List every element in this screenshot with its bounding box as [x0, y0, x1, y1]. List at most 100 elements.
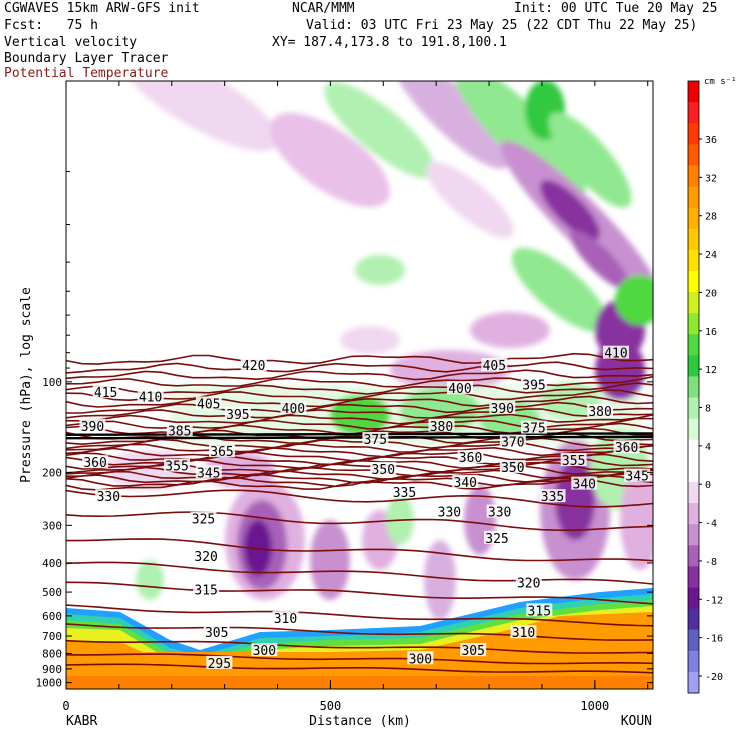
- w-lobe: [540, 180, 600, 240]
- w-lobe: [324, 81, 436, 179]
- w-lobe: [548, 112, 632, 208]
- colorbar-swatch: [688, 123, 699, 145]
- y-tick-label: 700: [42, 630, 62, 643]
- vertical-velocity-field: [105, 81, 653, 620]
- theta-label-bg: [224, 407, 251, 421]
- theta-label: 335: [541, 490, 564, 505]
- theta-label: 390: [81, 420, 104, 435]
- theta-label-bg: [521, 420, 548, 434]
- theta-label-bg: [489, 400, 516, 414]
- theta-label: 350: [501, 461, 524, 476]
- theta-contour: [66, 401, 653, 414]
- w-lobe: [470, 312, 550, 348]
- colorbar-swatch: [688, 144, 699, 166]
- theta-label: 330: [488, 506, 511, 521]
- theta-label-bg: [190, 511, 217, 525]
- w-lobe: [391, 81, 509, 169]
- theta-contour: [66, 511, 653, 531]
- theta-label: 420: [242, 359, 265, 374]
- colorbar-label: 16: [705, 327, 717, 338]
- w-lobe: [426, 162, 514, 238]
- y-tick-label: 200: [42, 466, 62, 479]
- theta-label: 330: [97, 490, 120, 505]
- y-tick-label: 1000: [36, 677, 63, 690]
- theta-contour: [66, 653, 653, 665]
- theta-label: 395: [226, 408, 249, 423]
- w-lobe: [340, 326, 400, 354]
- theta-label: 340: [454, 476, 477, 491]
- theta-label: 405: [483, 359, 506, 374]
- theta-label-bg: [164, 458, 191, 472]
- theta-label-bg: [407, 651, 434, 665]
- x-axis: 0 500 1000: [62, 81, 649, 713]
- theta-label-bg: [499, 460, 526, 474]
- colorbar-swatch: [688, 439, 699, 462]
- w-lobe: [120, 81, 280, 152]
- w-lobe: [136, 560, 164, 600]
- theta-label: 340: [573, 478, 596, 493]
- w-lobe: [620, 470, 653, 570]
- colorbar-swatch: [688, 102, 699, 124]
- theta-label-bg: [195, 465, 222, 479]
- theta-label-bg: [526, 603, 553, 617]
- theta-label: 410: [604, 347, 627, 362]
- theta-label: 400: [282, 402, 305, 417]
- colorbar-label: -8: [705, 557, 717, 568]
- theta-label: 300: [253, 644, 276, 659]
- colorbar-swatch: [688, 629, 699, 652]
- colorbar-label: 28: [705, 212, 717, 223]
- theta-label: 320: [517, 577, 540, 592]
- y-tick-label: 100: [42, 376, 62, 389]
- theta-label-bg: [391, 484, 418, 498]
- theta-label: 410: [139, 391, 162, 406]
- theta-contour: [66, 437, 653, 450]
- theta-contour: [66, 382, 653, 395]
- theta-label: 355: [562, 454, 585, 469]
- colorbar-swatch: [688, 81, 699, 103]
- w-lobe: [270, 112, 390, 208]
- colorbar-swatch: [688, 313, 699, 335]
- theta-contour: [66, 369, 653, 381]
- potential-temperature-labels: 420 415 410 405 400 405 400 395 395 390 390 410 385 3…: [79, 345, 651, 672]
- theta-label-bg: [613, 440, 640, 454]
- theta-label: 310: [274, 612, 297, 627]
- theta-contour: [66, 639, 653, 654]
- theta-label: 325: [485, 532, 508, 547]
- theta-contour: [66, 604, 653, 627]
- theta-label-bg: [280, 400, 307, 414]
- x-start-label: KABR: [66, 714, 97, 729]
- field-potential-temperature: Potential Temperature: [4, 66, 169, 81]
- colorbar-swatch: [688, 249, 699, 272]
- theta-label: 330: [438, 506, 461, 521]
- tropopause-line: [66, 432, 653, 436]
- w-lobe: [540, 382, 600, 418]
- y-tick-label: 300: [42, 519, 62, 532]
- colorbar-label: 8: [705, 404, 711, 415]
- y-tick-label: 500: [42, 586, 62, 599]
- w-lobe: [355, 255, 405, 285]
- theta-label-bg: [82, 455, 109, 469]
- colorbar-label: -12: [705, 595, 723, 606]
- theta-label: 350: [372, 463, 395, 478]
- theta-label: 395: [522, 378, 545, 393]
- y-tick-label: 400: [42, 557, 62, 570]
- theta-label-bg: [195, 396, 222, 410]
- plot-frame: [65, 80, 654, 690]
- theta-label-bg: [571, 476, 598, 490]
- theta-contour: [66, 465, 653, 477]
- w-lobe: [424, 540, 456, 620]
- theta-label-bg: [203, 625, 230, 639]
- theta-label-bg: [272, 611, 299, 625]
- theta-contour: [66, 538, 653, 562]
- theta-label-bg: [452, 474, 479, 488]
- colorbar-swatch: [688, 460, 699, 483]
- theta-contour: [66, 581, 653, 605]
- theta-contour: [66, 474, 653, 488]
- theta-label: 345: [625, 470, 648, 485]
- field-vertical-velocity: Vertical velocity: [4, 35, 138, 50]
- bl-layer: [66, 676, 653, 689]
- colorbar-swatch: [688, 566, 699, 588]
- colorbar-swatch: [688, 355, 699, 377]
- colorbar-swatch: [688, 376, 699, 399]
- valid-time: Valid: 03 UTC Fri 23 May 25 (22 CDT Thu …: [306, 18, 698, 33]
